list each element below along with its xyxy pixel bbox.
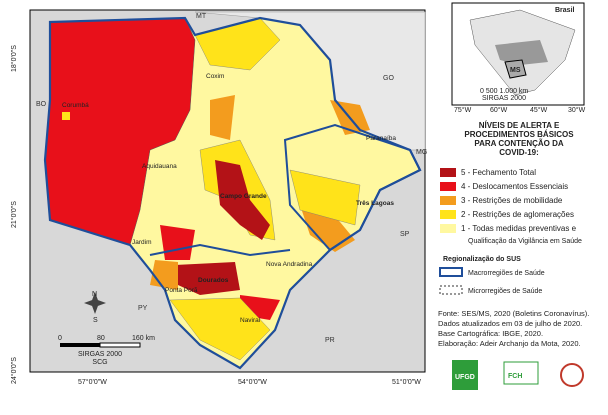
state-label: MG <box>416 149 427 156</box>
legend-title: PARA CONTENÇÃO DA <box>474 139 564 148</box>
lon-label: 57°0'0"W <box>78 378 107 386</box>
logo <box>503 361 539 385</box>
datum: SIRGAS 2000 <box>78 351 122 358</box>
lon-label: 51°0'0"W <box>392 378 421 386</box>
compass <box>84 292 106 314</box>
legend-item: 3 - Restrições de mobilidade <box>461 196 563 205</box>
source-line: Fonte: SES/MS, 2020 (Boletins Coronavíru… <box>438 309 589 318</box>
lon-label: 54°0'0"W <box>238 378 267 386</box>
logo-text: UFGD <box>455 374 475 381</box>
state-label: GO <box>383 75 394 82</box>
country: Brasil <box>555 7 575 14</box>
scale-bar: 0 80 160 km SIRGAS 2000 SCG <box>58 335 155 366</box>
legend-item: Macrorregiões de Saúde <box>468 270 545 277</box>
region-level5 <box>175 262 240 295</box>
legend: NÍVEIS DE ALERTA E PROCEDIMENTOS BÁSICOS… <box>439 121 582 295</box>
legend-title: PROCEDIMENTOS BÁSICOS <box>464 130 574 139</box>
region-level3 <box>300 205 355 252</box>
region-level3 <box>150 260 178 290</box>
state: MS <box>510 67 521 74</box>
region-level3 <box>210 95 235 140</box>
region <box>495 40 548 65</box>
inset-scale: 0 500 1.000 km <box>480 88 528 95</box>
north: N <box>92 291 97 298</box>
scale-tick: 80 <box>97 335 105 342</box>
lat-label: 21°0'0"S <box>10 201 18 228</box>
inset-datum: SIRGAS 2000 <box>482 95 526 102</box>
state-ms <box>504 59 527 79</box>
source-line: Base Cartográfica: IBGE, 2020. <box>438 329 543 338</box>
region-level5 <box>215 160 270 240</box>
scale-seg <box>99 342 141 348</box>
legend-item: Qualificação da Vigilância em Saúde <box>468 238 582 245</box>
legend-title: NÍVEIS DE ALERTA E <box>479 121 560 130</box>
state-label: PR <box>325 337 335 344</box>
legend-item: 1 - Todas medidas preventivas e <box>461 224 577 233</box>
scale-city: SCG <box>92 359 107 366</box>
inset: Brasil MS 0 500 1.000 km SIRGAS 2000 75°… <box>451 2 586 114</box>
city-label: Naviraí <box>240 317 261 324</box>
legend-title: COVID-19: <box>499 148 539 157</box>
source-line: Elaboração: Adeir Archanjo da Mota, 2020… <box>438 339 581 348</box>
region-level2 <box>62 112 70 120</box>
scale-seg <box>60 343 100 347</box>
scale-tick: 0 <box>58 335 62 342</box>
swatch <box>440 210 456 219</box>
legend-item: 5 - Fechamento Total <box>461 168 536 177</box>
scale-tick: 160 km <box>132 335 155 342</box>
main-map: MT GO MG SP PR PY BO Corumbá Coxim Aquid… <box>10 9 427 386</box>
inset-lon: 45°W <box>530 106 548 114</box>
logo-text: FCH <box>508 373 522 380</box>
region-level2 <box>169 297 271 361</box>
swatch <box>439 267 463 277</box>
city-label: Três Lagoas <box>356 200 394 207</box>
region-level4 <box>160 225 195 260</box>
sus-title: Regionalização do SUS <box>443 256 521 263</box>
inset-lon: 75°W <box>454 106 472 114</box>
legend-item: 2 - Restrições de aglomerações <box>461 210 574 219</box>
swatch <box>440 224 456 233</box>
inset-lon: 60°W <box>490 106 508 114</box>
north-arrow: N S <box>84 291 106 324</box>
lat-label: 24°0'0"S <box>10 357 18 384</box>
legend-item: Microrregiões de Saúde <box>468 288 542 295</box>
city-label: Jardim <box>132 239 152 246</box>
swatch <box>439 285 463 295</box>
state-label: MT <box>196 13 207 20</box>
city-label: Paranaíba <box>366 135 396 142</box>
inset-lon: 30°W <box>568 106 586 114</box>
macro-boundary <box>149 243 291 257</box>
state-label: SP <box>400 231 410 238</box>
city-label: Campo Grande <box>220 193 267 200</box>
south: S <box>93 317 98 324</box>
city-label: Nova Andradina <box>266 261 313 268</box>
lat-label: 18°0'0"S <box>10 45 18 72</box>
source-line: Dados atualizados em 03 de julho de 2020… <box>438 319 582 328</box>
logos: UFGD FCH <box>452 360 584 390</box>
region-level2 <box>289 169 361 226</box>
macro-boundary <box>283 123 422 252</box>
swatch <box>440 196 456 205</box>
city-label: Coxim <box>206 73 224 80</box>
legend-item: 4 - Deslocamentos Essenciais <box>461 182 568 191</box>
city-label: Ponta Porã <box>165 287 198 294</box>
swatch <box>440 168 456 177</box>
city-label: Corumbá <box>62 102 89 109</box>
source: Fonte: SES/MS, 2020 (Boletins Coronavíru… <box>438 309 589 348</box>
logo <box>560 363 584 387</box>
state-label: BO <box>36 101 47 108</box>
swatch <box>440 182 456 191</box>
state-label: PY <box>138 305 148 312</box>
city-label: Aquidauana <box>142 163 177 170</box>
logo <box>452 360 478 390</box>
city-label: Dourados <box>198 277 229 284</box>
